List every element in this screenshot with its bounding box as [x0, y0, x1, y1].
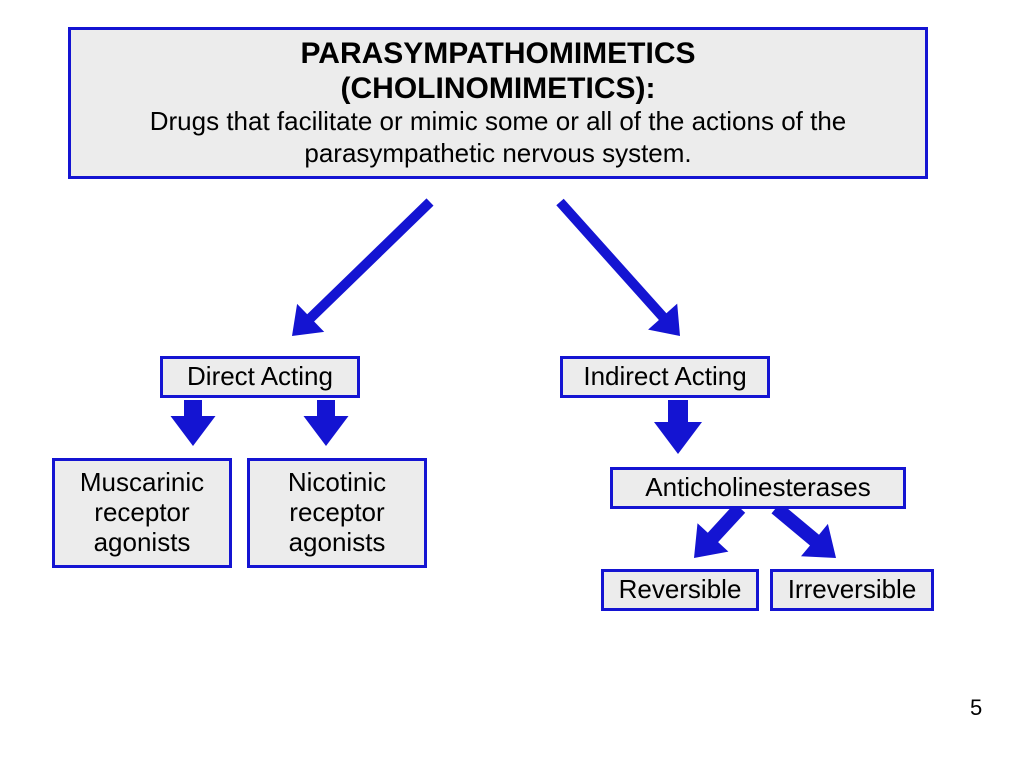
- node-nico: Nicotinic receptor agonists: [247, 458, 427, 568]
- arrow-direct-to-musc: [171, 400, 216, 446]
- node-musc-label: Muscarinic receptor agonists: [55, 468, 229, 558]
- node-irrev-label: Irreversible: [782, 575, 923, 605]
- node-indirect: Indirect Acting: [560, 356, 770, 398]
- arrow-anti-to-rev: [694, 503, 745, 558]
- title-line1: PARASYMPATHOMIMETICS: [301, 37, 696, 72]
- node-direct-label: Direct Acting: [181, 362, 339, 392]
- arrow-direct-to-nico: [304, 400, 349, 446]
- title-box: PARASYMPATHOMIMETICS (CHOLINOMIMETICS): …: [68, 27, 928, 179]
- node-musc: Muscarinic receptor agonists: [52, 458, 232, 568]
- node-nico-label: Nicotinic receptor agonists: [250, 468, 424, 558]
- node-rev-label: Reversible: [613, 575, 748, 605]
- node-rev: Reversible: [601, 569, 759, 611]
- arrow-indirect-to-anti: [654, 400, 702, 454]
- node-anti: Anticholinesterases: [610, 467, 906, 509]
- title-line2: (CHOLINOMIMETICS):: [341, 72, 656, 107]
- node-anti-label: Anticholinesterases: [639, 473, 876, 503]
- arrow-anti-to-irrev: [772, 503, 837, 558]
- arrow-title-to-direct: [292, 198, 434, 336]
- page-number: 5: [970, 695, 982, 721]
- node-indirect-label: Indirect Acting: [577, 362, 752, 392]
- node-direct: Direct Acting: [160, 356, 360, 398]
- title-description: Drugs that facilitate or mimic some or a…: [71, 106, 925, 168]
- arrow-title-to-indirect: [556, 199, 680, 336]
- node-irrev: Irreversible: [770, 569, 934, 611]
